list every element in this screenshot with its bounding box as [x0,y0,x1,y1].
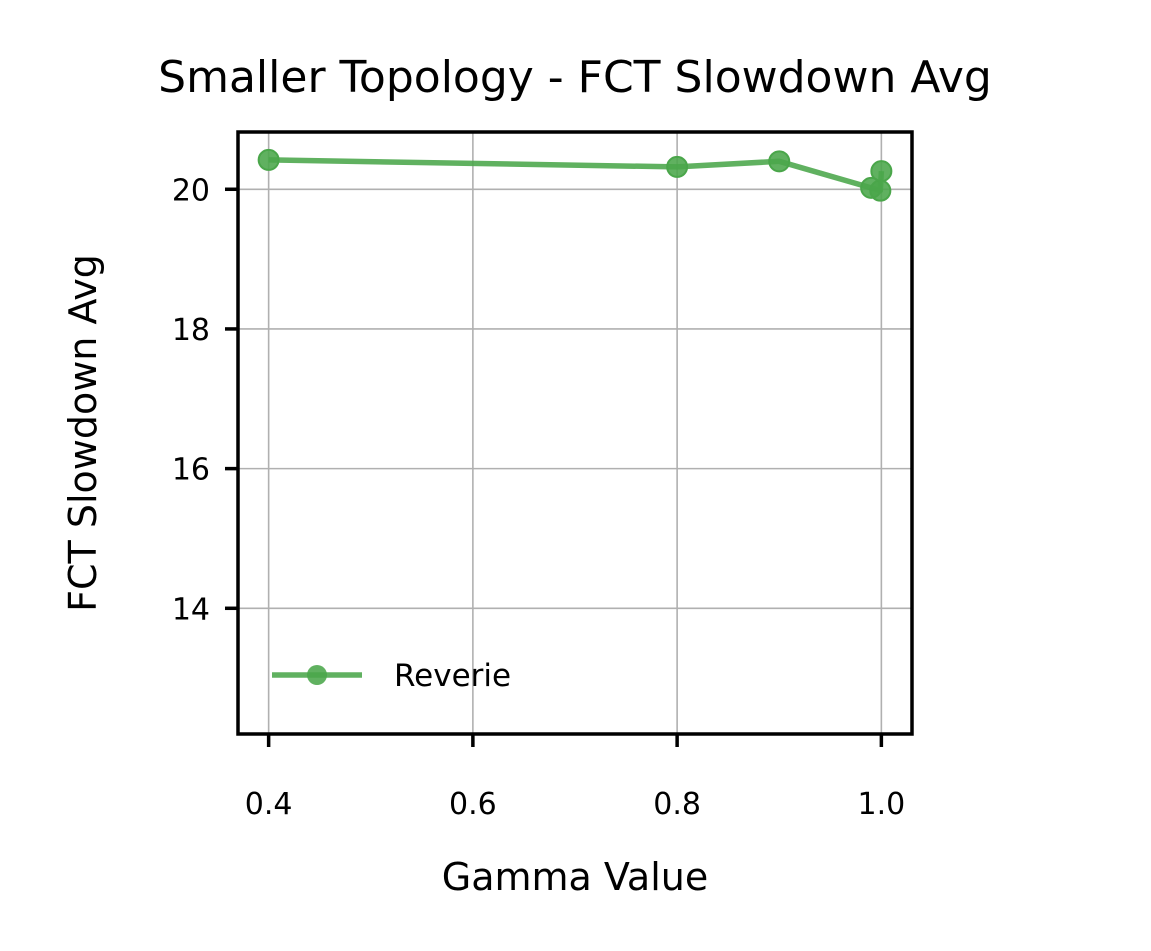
data-point [869,179,892,202]
y-tick-label: 16 [172,453,210,488]
y-axis-ticks: 14 16 18 20 [172,173,238,627]
grid-lines [238,132,912,734]
data-point [870,160,893,183]
data-point [666,155,689,178]
data-point [768,150,791,173]
y-tick-label: 18 [172,313,210,348]
plot-frame [236,130,914,736]
x-tick-label: 1.0 [858,787,906,822]
data-point [257,148,280,171]
x-tick-label: 0.4 [245,787,293,822]
y-tick-label: 14 [172,592,210,627]
legend-label: Reverie [394,658,511,694]
x-axis-label: Gamma Value [442,855,708,899]
x-axis-ticks: 0.4 0.6 0.8 1.0 [245,734,905,822]
legend-marker [307,665,327,685]
x-tick-label: 0.8 [653,787,701,822]
y-axis-label: FCT Slowdown Avg [61,254,105,612]
chart-title: Smaller Topology - FCT Slowdown Avg [158,52,992,103]
x-tick-label: 0.6 [449,787,497,822]
legend: Reverie [272,658,511,694]
y-tick-label: 20 [172,173,210,208]
series-layer [257,148,893,202]
